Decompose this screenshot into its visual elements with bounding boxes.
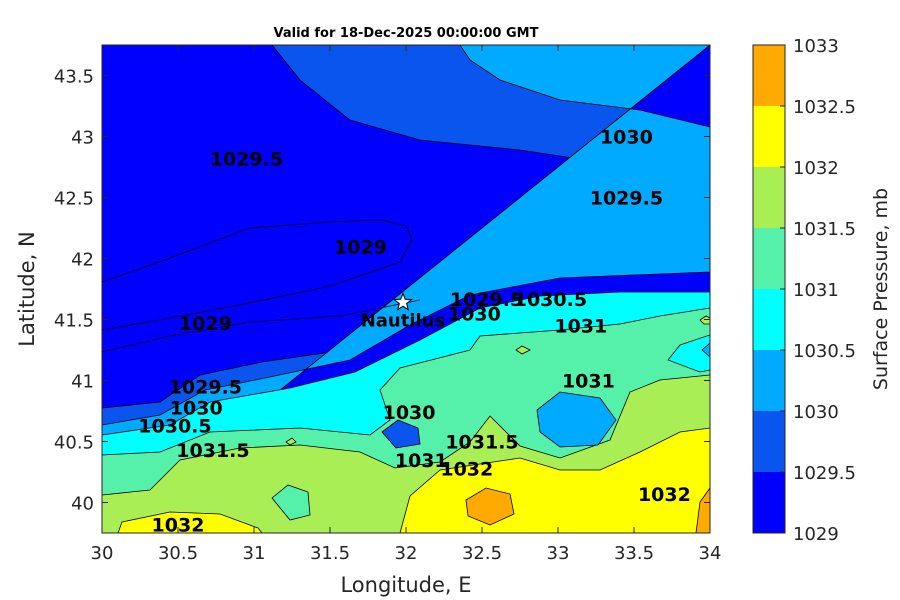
x-tick-label: 31.5 [310,543,350,564]
small-island-c [285,437,297,446]
x-tick-label: 30.5 [158,543,198,564]
colorbar-label: Surface Pressure, mb [870,188,892,390]
contour-label: 1031 [554,316,607,338]
x-tick-label: 31 [243,543,266,564]
contour-label: 1030 [383,402,436,424]
star-icon [393,291,413,311]
east-edge-1030 [701,342,710,358]
y-tick-label: 42.5 [54,189,94,210]
x-tick-label: 32.5 [462,543,502,564]
y-axis-label: Latitude, N [15,231,39,347]
contour-label: 1031 [395,450,448,472]
x-tick-label: 33 [547,543,570,564]
x-axis: 30 30.5 31 31.5 32 32.5 33 33.5 34 [91,45,722,564]
contour-label: 1030 [170,397,223,419]
contour-label: 1029.5 [450,289,523,311]
colorbar-swatch [753,45,785,106]
contour-labels: 10301029.51029.5102910291029.510301030.5… [138,127,691,537]
x-tick-label: 32 [395,543,418,564]
contour-label: 1029 [334,236,387,258]
contour-label: 1030.5 [138,416,211,438]
site-label: Nautilus [361,310,446,331]
low-1030-east [536,391,617,448]
chart-title: Valid for 18-Dec-2025 00:00:00 GMT [274,26,539,41]
contour-label: 1029 [179,313,232,335]
y-tick-label: 43 [71,128,94,149]
y-axis: 40 40.5 41 41.5 42 42.5 43 43.5 [54,67,710,515]
band-1032 [117,427,710,533]
colorbar-tick-label: 1029 [793,524,839,545]
colorbar-tick-label: 1030.5 [793,341,856,362]
colorbar-swatch [753,411,785,472]
colorbar-tick-label: 1030 [793,402,839,423]
colorbar-swatch [753,228,785,289]
low-1029-5-center [381,419,421,449]
y-tick-label: 41.5 [54,311,94,332]
x-axis-label: Longitude, E [340,573,471,597]
y-tick-label: 40 [71,494,94,515]
colorbar-tick-label: 1031.5 [793,219,856,240]
y-tick-label: 41 [71,372,94,393]
colorbar-tick-label: 1033 [793,36,839,57]
site-marker: Nautilus [361,291,446,331]
contour-label: 1029.5 [210,148,283,170]
y-tick-label: 42 [71,250,94,271]
contour-label: 1029.5 [169,377,242,399]
contour-label: 1030 [600,127,653,149]
colorbar-swatch [753,106,785,167]
colorbar-tick-label: 1029.5 [793,463,856,484]
x-tick-label: 30 [91,543,114,564]
contour-label: 1032 [152,514,205,536]
high-1032-5-east [695,487,710,533]
y-tick-label: 40.5 [54,433,94,454]
high-1032-5-center [465,487,515,526]
contour-label: 1030.5 [514,289,587,311]
contour-label: 1032 [638,484,691,506]
contour-label: 1029.5 [590,188,663,210]
high-1031-islands [271,484,311,521]
colorbar-tick-label: 1032 [793,158,839,179]
y-tick-label: 43.5 [54,67,94,88]
colorbar-swatch [753,472,785,533]
x-tick-label: 34 [699,543,722,564]
isoline-1029-north [102,219,413,331]
contour-label: 1031.5 [176,440,249,462]
colorbar-tick-label: 1032.5 [793,97,856,118]
contour-label: 1031 [562,371,615,393]
colorbar-tick-label: 1031 [793,280,839,301]
isoline-1029-south [102,299,421,353]
x-tick-label: 33.5 [614,543,654,564]
contour-label: 1032 [440,458,493,480]
colorbar-swatch [753,350,785,411]
colorbar: 1029 1029.5 1030 1030.5 1031 1031.5 1032 1032.5… [752,36,856,545]
small-island-a [515,345,531,355]
east-edge-1030-5 [667,334,710,373]
contour-label: 1030 [448,303,501,325]
contour-label: 1031.5 [445,432,518,454]
contour-fill [102,45,710,533]
colorbar-swatch [753,167,785,228]
colorbar-swatch [753,289,785,350]
